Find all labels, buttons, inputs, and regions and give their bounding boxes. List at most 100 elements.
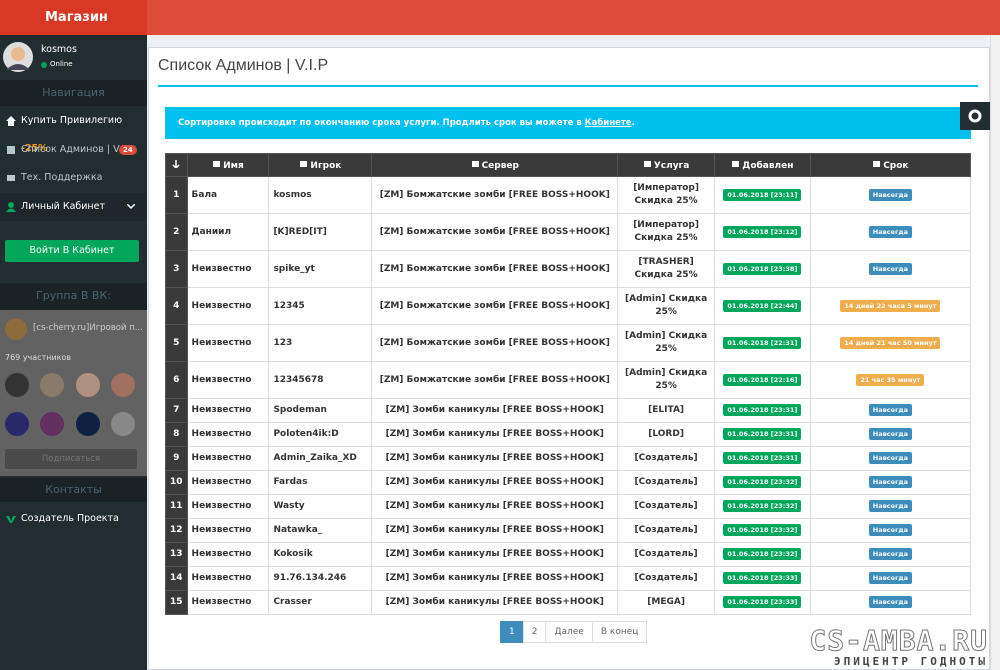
term-badge: Навсегда [868, 500, 912, 512]
page-link[interactable]: Далее [545, 621, 593, 643]
cell-term: Навсегда [809, 446, 972, 471]
vk-subscribe[interactable]: Подписаться [5, 449, 137, 469]
cell-term: 21 час 35 минут [809, 361, 972, 399]
cell-server: [ZM] Зомби каникулы [FREE BOSS+HOOK] [371, 542, 619, 567]
table-row: 3 Неизвестно spike_yt [ZM] Бомжатские зомби… [165, 250, 972, 288]
scrollbar [990, 35, 1000, 670]
header-icon [873, 160, 881, 167]
header-label: Сервер [481, 160, 519, 171]
contact-item[interactable]: Создатель Проекта [0, 505, 147, 533]
table-row: 5 Неизвестно 123 [ZM] Бомжатские зомби [FRE… [165, 324, 972, 362]
cell-service: [Admin] Скидка 25% [617, 324, 716, 362]
table-body: 1 Бала kosmos [ZM] Бомжатские зомби [FREE B… [165, 176, 972, 615]
page-link[interactable]: В конец [591, 621, 648, 643]
row-number: 10 [165, 470, 188, 495]
cell-added: 01.06.2018 [22:44] [714, 287, 811, 325]
cell-server: [ZM] Зомби каникулы [FREE BOSS+HOOK] [371, 494, 619, 519]
column-header[interactable]: Игрок [268, 153, 373, 177]
page-link[interactable]: 1 [500, 621, 524, 643]
header-icon [300, 160, 308, 167]
cell-term: Навсегда [809, 470, 972, 495]
cell-added: 01.06.2018 [23:31] [714, 398, 811, 423]
added-badge: 01.06.2018 [23:31] [723, 404, 802, 416]
cell-added: 01.06.2018 [23:12] [714, 213, 811, 251]
term-badge: Навсегда [868, 428, 912, 440]
header-label: Имя [223, 160, 244, 171]
column-header[interactable]: Имя [186, 153, 270, 177]
sort-header[interactable] [165, 153, 188, 177]
row-number: 5 [165, 324, 188, 362]
brand[interactable]: Магазин [0, 0, 147, 35]
column-header[interactable]: Добавлен [714, 153, 811, 177]
cell-name: Неизвестно [186, 470, 270, 495]
cell-name: Неизвестно [186, 590, 270, 615]
cell-server: [ZM] Зомби каникулы [FREE BOSS+HOOK] [371, 398, 619, 423]
cell-added: 01.06.2018 [23:38] [714, 250, 811, 288]
nav-label: Список Админов | V.I.P [21, 144, 133, 155]
cell-name: Неизвестно [186, 494, 270, 519]
cell-service: [LORD] [617, 422, 716, 447]
term-badge: Навсегда [868, 452, 912, 464]
nav-item[interactable]: Тех. Поддержка [0, 164, 147, 192]
icon [7, 146, 15, 154]
nav-heading: Навигация [0, 80, 147, 106]
cell-player: spike_yt [268, 250, 373, 288]
table-row: 9 Неизвестно Admin_Zaika_XD [ZM] Зомби кани… [165, 446, 972, 471]
cell-term: 14 дней 22 часа 5 минут [809, 287, 972, 325]
status-dot [41, 62, 47, 68]
column-header[interactable]: Срок [809, 153, 972, 177]
added-badge: 01.06.2018 [23:32] [723, 500, 802, 512]
chevron [127, 204, 135, 210]
cell-player: kosmos [268, 176, 373, 214]
nav-item[interactable]: Список Админов | V.I.P 24 [0, 136, 147, 164]
cell-name: Неизвестно [186, 361, 270, 399]
page-link[interactable]: 2 [522, 621, 547, 643]
nav-tag: -25% [21, 143, 48, 154]
cell-player: Admin_Zaika_XD [268, 446, 373, 471]
cell-player: 123 [268, 324, 373, 362]
nav-item[interactable]: Купить Привилегию -25% [0, 107, 147, 154]
cell-service: [Император] Скидка 25% [617, 213, 716, 251]
header-row: Имя Игрок Сервер Услуга Добавлен Срок [165, 153, 972, 177]
settings-button[interactable] [960, 102, 990, 130]
cell-term: Навсегда [809, 518, 972, 543]
header-label: Услуга [653, 160, 690, 171]
cell-server: [ZM] Зомби каникулы [FREE BOSS+HOOK] [371, 518, 619, 543]
header-label: Добавлен [742, 160, 794, 171]
table-row: 7 Неизвестно Spodeman [ZM] Зомби каникулы [… [165, 398, 972, 423]
cell-server: [ZM] Зомби каникулы [FREE BOSS+HOOK] [371, 566, 619, 591]
column-header[interactable]: Сервер [371, 153, 619, 177]
sort-icon [172, 159, 180, 169]
row-number: 2 [165, 213, 188, 251]
header-icon [732, 160, 740, 167]
admins-table: Имя Игрок Сервер Услуга Добавлен Срок 1 Бала ko… [165, 153, 972, 615]
watermark-subtitle: ЭПИЦЕНТР ГОДНОТЫ [834, 655, 988, 668]
page-title: Список Админов | V.I.P [158, 57, 329, 74]
icon [6, 116, 16, 126]
alert-link[interactable]: Кабинете [584, 118, 632, 128]
cell-player: [K]RED[IT] [268, 213, 373, 251]
cell-service: [Император] Скидка 25% [617, 176, 716, 214]
cell-server: [ZM] Бомжатские зомби [FREE BOSS+HOOK] [371, 324, 619, 362]
column-header[interactable]: Услуга [617, 153, 716, 177]
vk-widget: [cs-cherry.ru]Игровой п... 769 участнико… [0, 310, 147, 476]
added-badge: 01.06.2018 [23:31] [723, 452, 802, 464]
user-status: Online [50, 60, 73, 68]
cell-added: 01.06.2018 [22:31] [714, 324, 811, 362]
cell-player: 12345678 [268, 361, 373, 399]
vk-group-name[interactable]: [cs-cherry.ru]Игровой п... [33, 323, 143, 333]
cell-term: Навсегда [809, 176, 972, 214]
term-badge: 14 дней 21 час 50 минут [840, 336, 941, 349]
login-button[interactable]: Войти В Кабинет [5, 240, 139, 262]
cell-name: Неизвестно [186, 446, 270, 471]
added-badge: 01.06.2018 [23:32] [723, 524, 802, 536]
nav-item[interactable]: Личный Кабинет [0, 193, 147, 221]
vk-members: 769 участников [5, 353, 72, 362]
cell-service: [Создатель] [617, 566, 716, 591]
nav-label: Личный Кабинет [21, 201, 106, 212]
added-badge: 01.06.2018 [22:31] [723, 336, 802, 349]
table-row: 6 Неизвестно 12345678 [ZM] Бомжатские зомби… [165, 361, 972, 399]
icon [6, 202, 16, 212]
cell-player: Poloten4ik:D [268, 422, 373, 447]
cell-name: Неизвестно [186, 398, 270, 423]
